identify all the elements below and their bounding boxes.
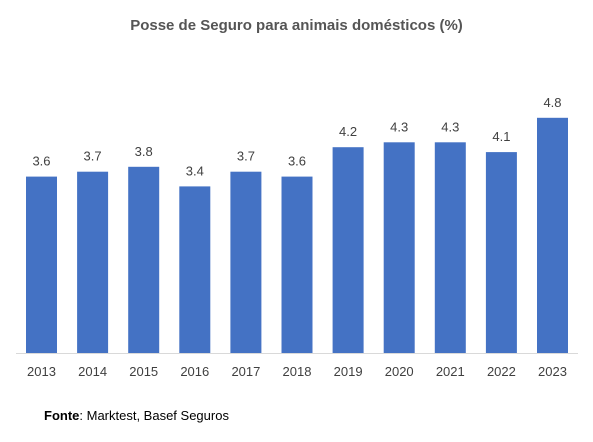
bar-2022 <box>485 152 517 353</box>
x-tick-label-2015: 2015 <box>129 364 158 379</box>
bar-2015 <box>128 166 160 353</box>
bar-2014 <box>77 171 109 353</box>
x-tick-label-2014: 2014 <box>78 364 107 379</box>
x-tick-label-2023: 2023 <box>538 364 567 379</box>
data-label-2017: 3.7 <box>237 149 255 164</box>
bar-2020 <box>383 142 415 353</box>
source-note: Fonte: Marktest, Basef Seguros <box>44 408 229 423</box>
data-label-2016: 3.4 <box>186 163 204 178</box>
x-tick-label-2019: 2019 <box>334 364 363 379</box>
bar-2021 <box>434 142 466 353</box>
x-tick-label-2022: 2022 <box>487 364 516 379</box>
data-label-2022: 4.1 <box>492 129 510 144</box>
source-label: Fonte <box>44 408 80 423</box>
data-label-2018: 3.6 <box>288 154 306 169</box>
x-tick-label-2017: 2017 <box>231 364 260 379</box>
bar-2019 <box>332 147 364 353</box>
data-label-2023: 4.8 <box>543 95 561 110</box>
data-label-2015: 3.8 <box>135 144 153 159</box>
source-text: : Marktest, Basef Seguros <box>79 408 229 423</box>
data-label-2020: 4.3 <box>390 119 408 134</box>
data-label-2014: 3.7 <box>84 149 102 164</box>
bar-2023 <box>537 117 568 353</box>
x-tick-label-2018: 2018 <box>283 364 312 379</box>
data-label-2013: 3.6 <box>32 154 50 169</box>
x-tick-label-2013: 2013 <box>27 364 56 379</box>
chart-title: Posse de Seguro para animais domésticos … <box>130 17 463 34</box>
bar-2013 <box>26 176 57 353</box>
bar-2017 <box>230 171 262 353</box>
bar-2016 <box>179 186 211 353</box>
x-tick-label-2021: 2021 <box>436 364 465 379</box>
data-label-2021: 4.3 <box>441 119 459 134</box>
x-tick-label-2016: 2016 <box>180 364 209 379</box>
data-label-2019: 4.2 <box>339 124 357 139</box>
x-tick-label-2020: 2020 <box>385 364 414 379</box>
bar-2018 <box>281 176 313 353</box>
